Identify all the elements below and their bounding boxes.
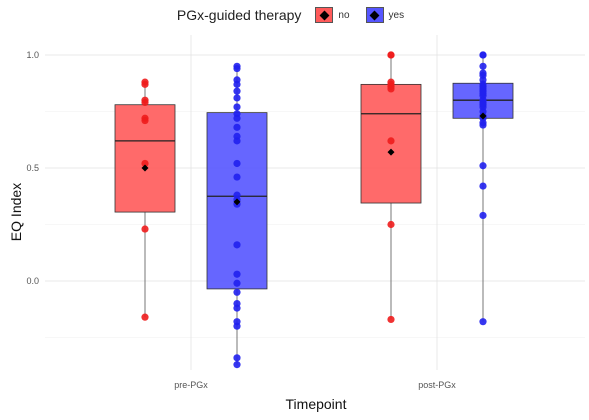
y-tick-label: 1.0 — [26, 50, 39, 60]
box-yes-post-PGx — [452, 51, 514, 326]
legend-item-no: no — [315, 7, 350, 23]
data-point — [141, 159, 149, 168]
data-point — [233, 270, 241, 278]
data-point — [387, 315, 395, 324]
box-yes-pre-PGx — [206, 62, 268, 369]
data-point — [233, 103, 241, 111]
data-point — [233, 241, 241, 249]
data-point — [233, 354, 241, 362]
data-point — [387, 51, 395, 59]
legend-item-yes: yes — [365, 7, 405, 23]
legend-key-no — [315, 7, 334, 23]
y-tick-label: 0.0 — [26, 276, 39, 286]
data-point — [233, 80, 241, 88]
box-no-post-PGx — [360, 51, 422, 324]
data-point — [233, 94, 241, 102]
data-point — [479, 211, 487, 220]
data-point — [141, 225, 149, 233]
y-axis-title: EQ Index — [8, 183, 24, 241]
data-point — [141, 80, 149, 88]
boxes — [114, 51, 514, 369]
data-point — [233, 361, 241, 369]
data-point — [479, 318, 487, 326]
data-point — [233, 304, 241, 312]
data-point — [233, 123, 241, 131]
data-point — [233, 87, 241, 95]
data-point — [479, 182, 487, 190]
x-tick-label: pre-PGx — [174, 380, 208, 390]
data-point — [233, 279, 241, 287]
data-point — [233, 173, 241, 181]
data-point — [479, 121, 487, 129]
box-no-pre-PGx — [114, 78, 176, 321]
legend-label-no: no — [338, 9, 350, 21]
axis-ticks: 0.0 0.5 1.0 pre-PGx post-PGx — [26, 50, 456, 390]
data-point — [387, 220, 395, 229]
mean-marker — [479, 112, 487, 120]
mean-marker — [141, 164, 149, 172]
mean-marker — [233, 198, 241, 206]
legend-title: PGx-guided therapy — [176, 7, 302, 23]
x-axis-title: Timepoint — [286, 396, 347, 412]
legend-label-yes: yes — [388, 9, 405, 21]
data-point — [141, 116, 149, 125]
legend-key-yes — [365, 7, 384, 23]
data-point — [141, 313, 149, 321]
data-point — [387, 85, 395, 93]
y-tick-label: 0.5 — [26, 163, 39, 173]
data-point — [141, 98, 149, 107]
data-point — [233, 64, 241, 73]
data-point — [233, 288, 241, 296]
data-point — [387, 137, 395, 145]
data-point — [479, 62, 487, 70]
data-point — [233, 159, 241, 168]
data-point — [233, 137, 241, 145]
data-point — [479, 51, 487, 59]
data-point — [479, 162, 487, 170]
legend: PGx-guided therapy no yes — [0, 4, 589, 26]
data-point — [233, 114, 241, 122]
data-point — [233, 322, 241, 330]
mean-marker — [387, 148, 395, 156]
x-tick-label: post-PGx — [418, 380, 456, 390]
